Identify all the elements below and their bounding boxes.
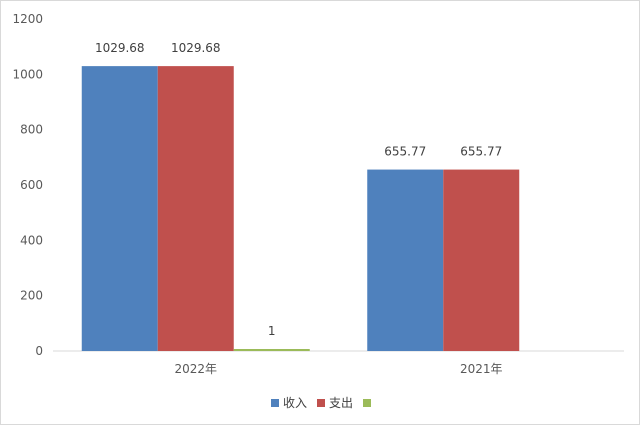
legend-swatch	[363, 399, 371, 407]
data-label: 1029.68	[171, 41, 221, 55]
bar-1-1	[81, 66, 158, 352]
legend-swatch	[271, 399, 279, 407]
data-label: 1	[268, 324, 276, 338]
bar-3-1	[233, 349, 310, 351]
legend-label: 收入	[283, 396, 307, 410]
y-tick-label: 600	[20, 178, 43, 192]
bars	[81, 66, 520, 352]
data-label: 1029.68	[95, 41, 145, 55]
y-axis-ticks: 0 200 400 600 800 1000 1200	[12, 12, 43, 358]
x-axis-ticks: 2022年 2021年	[174, 362, 502, 376]
y-tick-label: 1000	[12, 67, 43, 81]
y-tick-label: 0	[35, 344, 43, 358]
y-tick-label: 200	[20, 289, 43, 303]
bar-2-1	[157, 66, 234, 352]
x-tick-label: 2022年	[174, 362, 217, 376]
data-label: 655.77	[384, 145, 426, 159]
bar-2-2	[443, 169, 520, 351]
data-labels: 1029.68 1029.68 1 655.77 655.77	[95, 41, 502, 338]
x-tick-label: 2021年	[460, 362, 503, 376]
bar-1-2	[367, 169, 444, 351]
y-tick-label: 400	[20, 233, 43, 247]
data-label: 655.77	[460, 145, 502, 159]
legend-label: 支出	[329, 396, 353, 410]
y-tick-label: 800	[20, 123, 43, 137]
legend-swatch	[317, 399, 325, 407]
legend: 收入 支出	[271, 396, 371, 410]
y-tick-label: 1200	[12, 12, 43, 26]
